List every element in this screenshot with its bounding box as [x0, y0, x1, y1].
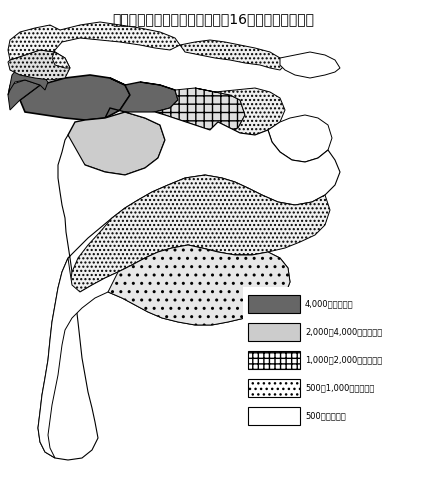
Polygon shape — [8, 22, 180, 68]
Text: 1,000〜2,000人／　未満: 1,000〜2,000人／ 未満 — [305, 356, 382, 364]
Polygon shape — [105, 78, 178, 118]
Polygon shape — [8, 65, 48, 95]
Bar — [248, 351, 300, 369]
Text: 図６　市町村別人口密度（平成16年１月１日現在）: 図６ 市町村別人口密度（平成16年１月１日現在） — [112, 12, 314, 26]
Polygon shape — [268, 115, 332, 162]
Bar — [248, 323, 300, 341]
Polygon shape — [38, 112, 340, 460]
Polygon shape — [180, 40, 285, 70]
Bar — [248, 407, 300, 425]
Polygon shape — [68, 112, 165, 175]
Text: 2,000〜4,000人／　未満: 2,000〜4,000人／ 未満 — [305, 327, 382, 336]
Text: 4,000人／　以上: 4,000人／ 以上 — [305, 300, 354, 309]
Bar — [248, 379, 300, 397]
Polygon shape — [108, 245, 290, 325]
Polygon shape — [70, 175, 330, 298]
Polygon shape — [38, 245, 290, 458]
Polygon shape — [140, 82, 245, 132]
Text: 500〜1,000人／　未満: 500〜1,000人／ 未満 — [305, 384, 374, 393]
Polygon shape — [195, 88, 285, 135]
Bar — [243, 287, 408, 437]
Bar — [248, 295, 300, 313]
Text: 500人／　未満: 500人／ 未満 — [305, 411, 346, 420]
Polygon shape — [8, 50, 70, 80]
Polygon shape — [8, 80, 40, 110]
Polygon shape — [280, 52, 340, 78]
Polygon shape — [20, 75, 130, 120]
